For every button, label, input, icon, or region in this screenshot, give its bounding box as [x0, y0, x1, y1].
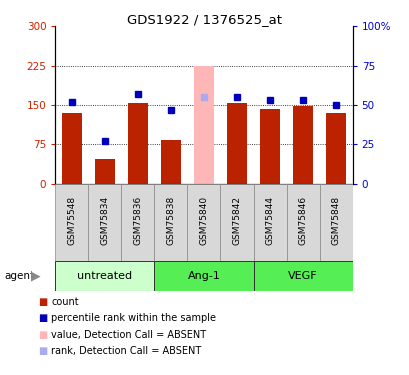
Bar	[88, 184, 121, 261]
Text: GSM75844: GSM75844	[265, 196, 274, 245]
Text: GSM75834: GSM75834	[100, 196, 109, 245]
Text: GSM75842: GSM75842	[232, 196, 241, 245]
Text: rank, Detection Call = ABSENT: rank, Detection Call = ABSENT	[51, 346, 201, 356]
Text: Ang-1: Ang-1	[187, 271, 220, 280]
Text: GSM75548: GSM75548	[67, 196, 76, 245]
Bar	[55, 261, 154, 291]
Text: VEGF: VEGF	[288, 271, 317, 280]
Bar	[161, 140, 180, 184]
Text: percentile rank within the sample: percentile rank within the sample	[51, 314, 216, 323]
Bar	[292, 106, 312, 184]
Bar	[95, 159, 115, 184]
Text: ■: ■	[38, 330, 47, 340]
Bar	[121, 184, 154, 261]
Bar	[187, 184, 220, 261]
Bar	[154, 261, 253, 291]
Bar	[128, 104, 148, 184]
Bar	[193, 66, 213, 184]
Bar	[253, 261, 352, 291]
Bar	[319, 184, 352, 261]
Text: GSM75838: GSM75838	[166, 196, 175, 245]
Text: ▶: ▶	[31, 269, 40, 282]
Bar	[154, 184, 187, 261]
Bar	[286, 184, 319, 261]
Text: GSM75846: GSM75846	[298, 196, 307, 245]
Text: ■: ■	[38, 297, 47, 307]
Text: count: count	[51, 297, 79, 307]
Text: GSM75848: GSM75848	[331, 196, 340, 245]
Bar	[253, 184, 286, 261]
Bar	[220, 184, 253, 261]
Text: GSM75840: GSM75840	[199, 196, 208, 245]
Text: GDS1922 / 1376525_at: GDS1922 / 1376525_at	[127, 13, 282, 26]
Text: GSM75836: GSM75836	[133, 196, 142, 245]
Text: agent: agent	[4, 271, 34, 280]
Text: ■: ■	[38, 346, 47, 356]
Bar	[227, 104, 246, 184]
Bar	[55, 184, 88, 261]
Bar	[259, 109, 279, 184]
Bar	[62, 113, 81, 184]
Bar	[326, 113, 345, 184]
Text: ■: ■	[38, 314, 47, 323]
Text: untreated: untreated	[77, 271, 132, 280]
Text: value, Detection Call = ABSENT: value, Detection Call = ABSENT	[51, 330, 206, 340]
